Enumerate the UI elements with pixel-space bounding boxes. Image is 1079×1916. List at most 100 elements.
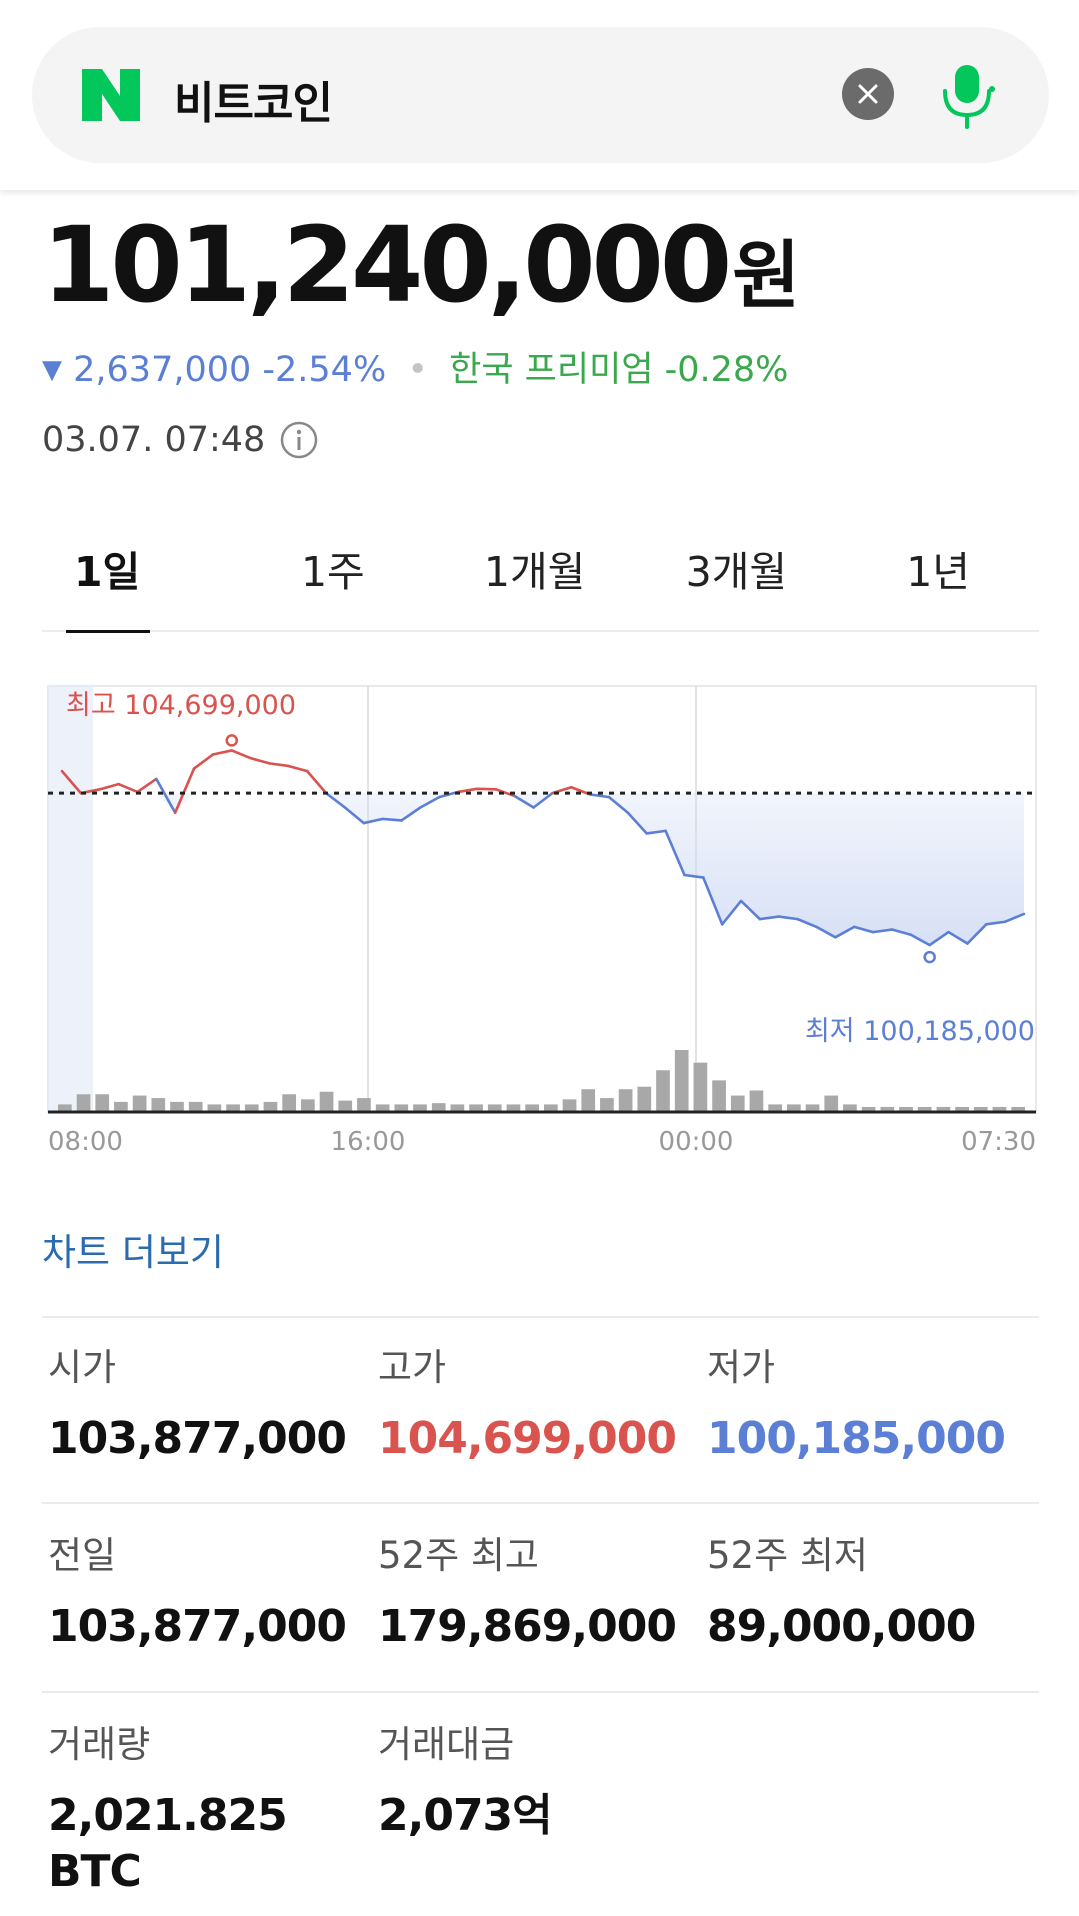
volume-bar <box>506 1104 521 1112</box>
price-segment <box>739 899 762 921</box>
price-segment <box>494 788 517 798</box>
price-segment <box>815 925 837 939</box>
chart-frame <box>47 685 1037 1113</box>
price-segment <box>305 769 328 795</box>
price-segment <box>362 817 384 825</box>
price-segment <box>173 767 196 814</box>
tab-3months[interactable]: 3개월 <box>685 548 788 596</box>
price-segment <box>475 787 498 791</box>
stat-volume: 거래량 2,021.825 BTC <box>48 1722 288 1900</box>
price-segment <box>249 756 271 765</box>
search-bar[interactable]: 비트코인 <box>32 27 1049 163</box>
microphone-icon[interactable] <box>937 59 997 131</box>
change-row: ▼ 2,637,000 -2.54% • 한국 프리미엄 -0.28% <box>42 348 788 392</box>
highlight-band <box>48 686 93 1112</box>
low-marker <box>923 950 936 964</box>
price-segment <box>852 925 875 934</box>
volume-bar <box>375 1104 390 1112</box>
stat-value: 103,877,000 <box>48 1413 347 1464</box>
naver-logo-icon[interactable] <box>82 69 140 121</box>
stat-label: 52주 최저 <box>707 1534 868 1577</box>
volume-bar <box>226 1104 240 1112</box>
volume-bar <box>600 1098 614 1112</box>
high-label: 최고 104,699,000 <box>66 690 296 721</box>
volume-bar <box>581 1089 596 1112</box>
volume-bar <box>768 1104 782 1112</box>
volume-bar <box>973 1106 988 1112</box>
x-tick-label: 08:00 <box>48 1127 123 1157</box>
clear-button[interactable] <box>842 68 894 120</box>
volume-bar <box>76 1094 91 1112</box>
divider <box>42 1502 1039 1504</box>
stat-value: 179,869,000 <box>378 1601 677 1652</box>
volume-bar <box>637 1086 652 1112</box>
price-segment <box>588 793 611 799</box>
price-segment <box>268 762 290 768</box>
price-segment <box>343 806 366 825</box>
price-segment <box>645 829 667 835</box>
x-tick-label: 16:00 <box>331 1127 406 1157</box>
volume-bar <box>562 1099 577 1112</box>
volume-bar <box>955 1106 969 1112</box>
volume-bar <box>787 1104 801 1112</box>
stat-label: 52주 최고 <box>378 1534 539 1577</box>
x-tick-label: 00:00 <box>659 1127 734 1157</box>
price-segment <box>456 787 479 794</box>
price-segment <box>136 777 158 794</box>
volume-bar <box>656 1070 670 1112</box>
timestamp-row: 03.07. 07:48 <box>42 418 319 462</box>
stat-prev-close: 전일 103,877,000 <box>48 1533 347 1655</box>
volume-bar <box>880 1106 895 1112</box>
stat-label: 시가 <box>48 1346 117 1389</box>
price-segment <box>758 915 781 921</box>
x-tick-label: 07:30 <box>961 1127 1036 1157</box>
price-segment <box>626 811 649 835</box>
chart-more-link[interactable]: 차트 더보기 <box>42 1231 224 1274</box>
volume-bar <box>338 1100 353 1112</box>
stat-label: 거래량 <box>48 1723 151 1766</box>
volume-bar <box>58 1104 72 1112</box>
below-reference-fill <box>62 793 1024 946</box>
price-segment <box>890 928 913 937</box>
price-segment <box>909 933 931 947</box>
current-price: 101,240,000원 <box>42 205 800 336</box>
tab-1month[interactable]: 1개월 <box>483 548 586 596</box>
volume-bar <box>805 1104 820 1112</box>
volume-bar <box>170 1101 184 1112</box>
stat-value: 2,073억 <box>378 1790 553 1841</box>
info-icon[interactable] <box>279 420 319 460</box>
volume-bar <box>674 1050 689 1112</box>
volume-bar <box>431 1103 446 1112</box>
volume-bar <box>263 1101 278 1112</box>
stat-trade-value: 거래대금 2,073억 <box>378 1722 553 1844</box>
price-segment <box>381 817 403 822</box>
volume-bar <box>843 1104 857 1112</box>
volume-bar <box>730 1095 745 1112</box>
low-label: 최저 100,185,000 <box>805 1016 1035 1047</box>
tab-1day[interactable]: 1일 <box>42 540 232 633</box>
close-icon <box>858 84 878 104</box>
price-segment <box>928 930 950 947</box>
volume-bar <box>917 1106 932 1112</box>
volume-bar <box>207 1104 222 1112</box>
price-segment <box>287 764 309 773</box>
volume-bar <box>188 1101 203 1112</box>
high-marker <box>225 734 239 747</box>
volume-bar <box>936 1106 951 1112</box>
volume-bar <box>450 1104 465 1112</box>
search-query[interactable]: 비트코인 <box>174 78 333 129</box>
tab-1year[interactable]: 1년 <box>906 548 971 596</box>
tab-1week[interactable]: 1주 <box>300 548 365 596</box>
price-segment <box>532 791 554 809</box>
volume-bar <box>357 1098 371 1112</box>
volume-bar <box>132 1095 147 1112</box>
volume-bar <box>992 1106 1007 1112</box>
price-unit: 원 <box>732 233 801 319</box>
volume-bar <box>244 1104 259 1112</box>
volume-bar <box>824 1095 839 1112</box>
stat-52w-high: 52주 최고 179,869,000 <box>378 1533 677 1655</box>
price-segment <box>683 873 705 879</box>
price-segment <box>796 917 818 929</box>
price-chart[interactable]: 최고 104,699,000 최저 100,185,000 08:00 16:00 00… <box>40 680 1040 1160</box>
divider <box>42 1316 1039 1318</box>
